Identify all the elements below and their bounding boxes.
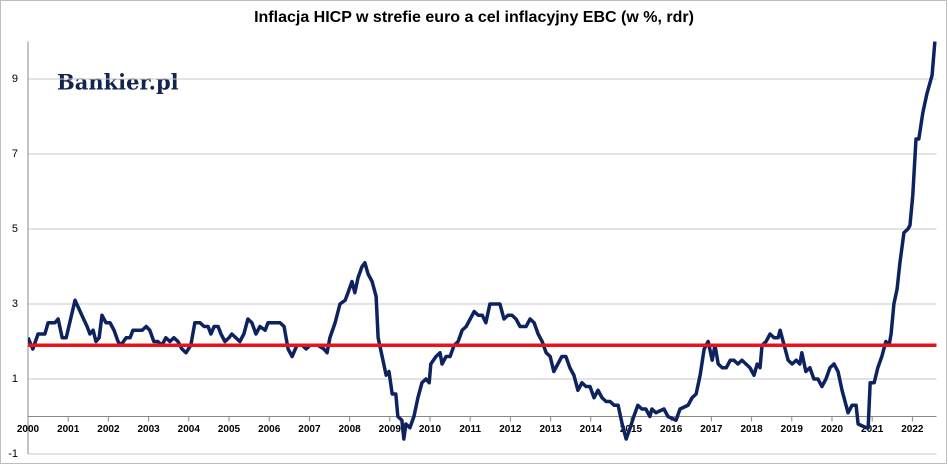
x-tick-label: 2007 (298, 424, 321, 435)
x-tick-label: 2013 (539, 424, 562, 435)
y-tick-label: 1 (12, 373, 18, 385)
x-tick-label: 2014 (580, 424, 603, 435)
x-tick-label: 2003 (137, 424, 160, 435)
y-tick-label: 3 (12, 298, 18, 310)
y-tick-label: 5 (12, 223, 18, 235)
x-tick-label: 2022 (901, 424, 924, 435)
x-tick-label: 2020 (821, 424, 844, 435)
watermark: Bankier.pl (57, 70, 179, 95)
x-tick-label: 2004 (178, 424, 201, 435)
x-tick-label: 2012 (499, 424, 522, 435)
x-tick-label: 2006 (258, 424, 281, 435)
x-tick-label: 2021 (861, 424, 884, 435)
y-tick-label: 9 (12, 73, 18, 85)
x-tick-label: 2009 (379, 424, 402, 435)
x-tick-label: 2001 (57, 424, 80, 435)
chart-title: Inflacja HICP w strefie euro a cel infla… (254, 9, 694, 26)
x-tick-label: 2016 (660, 424, 683, 435)
x-tick-label: 2010 (419, 424, 442, 435)
x-tick-label: 2017 (700, 424, 723, 435)
x-tick-label: 2018 (740, 424, 763, 435)
y-tick-label: -1 (8, 448, 18, 460)
x-tick-label: 2008 (338, 424, 361, 435)
x-tick-label: 2005 (218, 424, 241, 435)
x-tick-label: 2000 (17, 424, 40, 435)
x-tick-label: 2019 (781, 424, 804, 435)
x-tick-label: 2002 (97, 424, 120, 435)
y-tick-label: 7 (12, 148, 18, 160)
x-tick-label: 2011 (459, 424, 481, 435)
line-series (28, 41, 937, 441)
